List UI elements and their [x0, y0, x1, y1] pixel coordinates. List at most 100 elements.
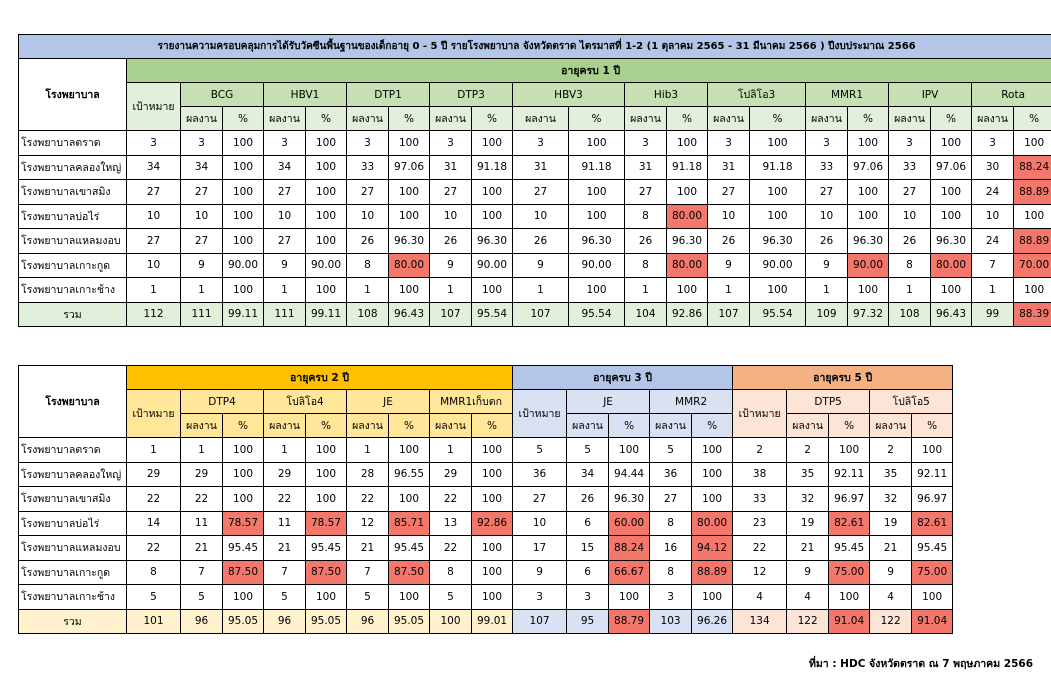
target-value: 5: [512, 437, 568, 463]
target-value: 10: [512, 510, 568, 536]
total-row: รวม 112 111 99.11 111 99.11 108 96.43 107 95.54 10…: [18, 301, 1051, 327]
result-value: 10: [429, 203, 472, 229]
percent-subheader: %: [691, 413, 734, 438]
result-subheader: ผลงาน: [429, 413, 472, 438]
percent-value: 96.30: [388, 228, 430, 254]
result-subheader: ผลงาน: [263, 413, 306, 438]
percent-value: 92.11: [828, 461, 871, 487]
target-value: 22: [732, 535, 788, 561]
result-subheader: ผลงาน: [649, 413, 693, 438]
result-subheader: ผลงาน: [429, 106, 472, 131]
total-target: 107: [512, 608, 568, 634]
result-subheader: ผลงาน: [346, 106, 389, 131]
percent-value: 100: [305, 130, 347, 156]
vaccine-header: DTP5: [786, 389, 871, 414]
result-value: 11: [180, 510, 223, 536]
table-row: โรงพยาบาลเขาสมิง 27 27 100 27 100 27 100 27 100 27…: [18, 179, 1051, 205]
result-value: 13: [429, 510, 472, 536]
total-result: 100: [429, 608, 472, 634]
result-value: 27: [624, 179, 667, 205]
result-value: 5: [180, 584, 223, 610]
result-value: 1: [263, 277, 306, 303]
target-value: 1: [126, 437, 181, 463]
percent-value: 60.00: [608, 510, 651, 536]
percent-subheader: %: [305, 106, 347, 131]
percent-value: 100: [305, 203, 347, 229]
source-note: ที่มา : HDC จังหวัดตราด ณ 7 พฤษภาคม 2566: [808, 658, 1033, 670]
total-target: 134: [732, 608, 788, 634]
percent-value: 100: [470, 535, 514, 561]
percent-value: 70.00: [1012, 252, 1051, 278]
target-value: 12: [732, 559, 788, 585]
total-percent: 88.39: [1012, 301, 1051, 327]
percent-value: 90.00: [568, 252, 625, 278]
result-value: 29: [180, 461, 223, 487]
hospital-name: โรงพยาบาลเขาสมิง: [18, 486, 127, 512]
result-value: 1: [805, 277, 848, 303]
total-result: 122: [869, 608, 913, 634]
percent-value: 75.00: [911, 559, 954, 585]
vaccine-header: MMR1เก็บตก: [428, 389, 514, 414]
result-value: 22: [180, 486, 223, 512]
result-value: 1: [346, 277, 389, 303]
result-value: 21: [786, 535, 830, 561]
result-value: 21: [180, 535, 223, 561]
percent-value: 100: [666, 277, 708, 303]
vaccine-header: DTP3: [429, 82, 513, 107]
result-value: 10: [512, 203, 569, 229]
percent-value: 96.30: [930, 228, 972, 254]
total-result: 99: [971, 301, 1014, 327]
percent-value: 87.50: [388, 559, 430, 585]
percent-value: 100: [847, 179, 889, 205]
total-percent: 96.26: [691, 608, 734, 634]
percent-value: 90.00: [222, 252, 264, 278]
vaccine-header: MMR1: [805, 82, 889, 107]
percent-subheader: %: [1012, 106, 1051, 131]
hospital-name: โรงพยาบาลตราด: [18, 130, 127, 156]
target-value: 8: [126, 559, 181, 585]
total-percent: 99.01: [470, 608, 514, 634]
hospital-column-header: โรงพยาบาล: [18, 58, 127, 131]
result-value: 1: [180, 437, 223, 463]
hospital-name: โรงพยาบาลคลองใหญ่: [18, 154, 127, 180]
percent-value: 91.18: [666, 154, 708, 180]
result-value: 1: [346, 437, 389, 463]
percent-value: 88.89: [691, 559, 734, 585]
target-column-header: เป้าหมาย: [126, 82, 181, 131]
total-row: รวม 101 96 95.05 96 95.05 96 95.05 100 99.01 107 95…: [18, 608, 954, 634]
result-subheader: ผลงาน: [263, 106, 306, 131]
result-value: 9: [869, 559, 913, 585]
result-value: 22: [346, 486, 389, 512]
percent-value: 100: [222, 584, 264, 610]
result-value: 2: [869, 437, 913, 463]
result-value: 26: [346, 228, 389, 254]
percent-value: 78.57: [305, 510, 347, 536]
table-row: โรงพยาบาลเขาสมิง 22 22 100 22 100 22 100 22 100 27…: [18, 486, 954, 512]
hospital-name: โรงพยาบาลเกาะช้าง: [18, 584, 127, 610]
result-value: 31: [512, 154, 569, 180]
result-value: 3: [512, 130, 569, 156]
result-value: 3: [649, 584, 693, 610]
percent-value: 96.30: [471, 228, 513, 254]
result-value: 1: [263, 437, 306, 463]
result-value: 27: [649, 486, 693, 512]
vaccine-header: Hib3: [624, 82, 708, 107]
target-value: 23: [732, 510, 788, 536]
result-value: 33: [805, 154, 848, 180]
percent-value: 96.30: [749, 228, 806, 254]
result-value: 26: [512, 228, 569, 254]
total-percent: 95.54: [749, 301, 806, 327]
percent-value: 100: [847, 130, 889, 156]
total-result: 111: [263, 301, 306, 327]
result-subheader: ผลงาน: [888, 106, 931, 131]
target-column-header: เป้าหมาย: [512, 389, 568, 438]
result-value: 9: [512, 252, 569, 278]
percent-value: 100: [828, 437, 871, 463]
result-value: 30: [971, 154, 1014, 180]
result-value: 3: [263, 130, 306, 156]
result-value: 27: [805, 179, 848, 205]
total-result: 109: [805, 301, 848, 327]
table-row: โรงพยาบาลคลองใหญ่ 34 34 100 34 100 33 97.06 31 91…: [18, 154, 1051, 180]
result-value: 26: [566, 486, 610, 512]
percent-value: 85.71: [388, 510, 430, 536]
